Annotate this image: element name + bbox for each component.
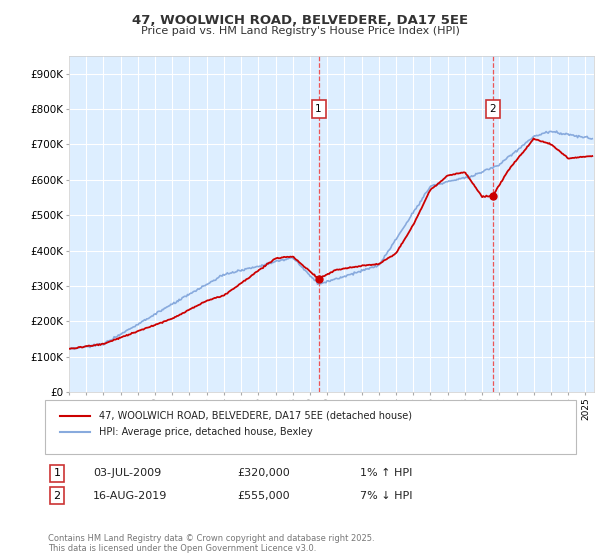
Text: 03-JUL-2009: 03-JUL-2009: [93, 468, 161, 478]
Text: 47, WOOLWICH ROAD, BELVEDERE, DA17 5EE: 47, WOOLWICH ROAD, BELVEDERE, DA17 5EE: [132, 14, 468, 27]
Text: Contains HM Land Registry data © Crown copyright and database right 2025.
This d: Contains HM Land Registry data © Crown c…: [48, 534, 374, 553]
Text: £320,000: £320,000: [237, 468, 290, 478]
Text: 7% ↓ HPI: 7% ↓ HPI: [360, 491, 413, 501]
Text: 1: 1: [53, 468, 61, 478]
Text: 2: 2: [490, 104, 496, 114]
Text: £555,000: £555,000: [237, 491, 290, 501]
Text: 47, WOOLWICH ROAD, BELVEDERE, DA17 5EE (detached house): 47, WOOLWICH ROAD, BELVEDERE, DA17 5EE (…: [99, 410, 412, 421]
Text: 16-AUG-2019: 16-AUG-2019: [93, 491, 167, 501]
Text: 1% ↑ HPI: 1% ↑ HPI: [360, 468, 412, 478]
Text: HPI: Average price, detached house, Bexley: HPI: Average price, detached house, Bexl…: [99, 427, 313, 437]
Text: 2: 2: [53, 491, 61, 501]
Text: 1: 1: [315, 104, 322, 114]
Text: Price paid vs. HM Land Registry's House Price Index (HPI): Price paid vs. HM Land Registry's House …: [140, 26, 460, 36]
